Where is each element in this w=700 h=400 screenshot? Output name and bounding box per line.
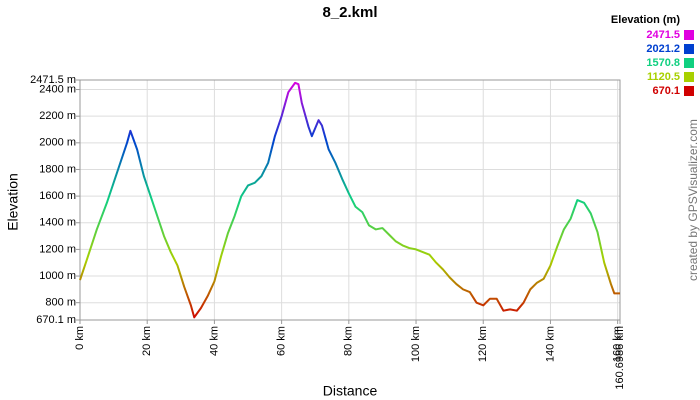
x-tick-label: 160 km — [612, 326, 624, 362]
y-tick-label: 800 m — [45, 297, 76, 309]
y-tick-label: 2000 m — [39, 137, 76, 149]
chart-title: 8_2.kml — [322, 4, 377, 21]
y-tick-label: 670.1 m — [36, 314, 76, 326]
legend-swatch — [684, 58, 694, 68]
x-axis-label: Distance — [323, 383, 378, 399]
x-tick-label: 60 km — [276, 326, 288, 356]
x-tick-label: 120 km — [477, 326, 489, 362]
x-tick-label: 40 km — [208, 326, 220, 356]
plot-frame — [79, 79, 621, 321]
legend-title: Elevation (m) — [611, 14, 680, 26]
legend-swatch — [684, 44, 694, 54]
x-tick-label: 20 km — [141, 326, 153, 356]
y-tick-label: 1400 m — [39, 217, 76, 229]
x-tick-label: 80 km — [343, 326, 355, 356]
x-tick-label: 100 km — [410, 326, 422, 362]
x-tick-label: 160.6986 km — [614, 326, 626, 390]
x-tick-label: 0 km — [74, 326, 86, 350]
y-tick-label: 1600 m — [39, 190, 76, 202]
legend-swatch — [684, 30, 694, 40]
elevation-line — [79, 81, 620, 319]
legend-swatch — [684, 86, 694, 96]
legend-label: 2471.5 — [646, 29, 680, 41]
credit: created by GPSVisualizer.com — [686, 119, 700, 281]
legend-label: 670.1 — [652, 85, 680, 97]
y-tick-label: 2200 m — [39, 110, 76, 122]
legend-label: 1570.8 — [646, 57, 680, 69]
y-tick-label: 1200 m — [39, 243, 76, 255]
y-tick-label: 2400 m — [39, 83, 76, 95]
x-tick-label: 140 km — [544, 326, 556, 362]
y-tick-label: 1000 m — [39, 270, 76, 282]
legend-label: 1120.5 — [647, 71, 680, 83]
legend-label: 2021.2 — [646, 43, 680, 55]
y-axis-label: Elevation — [5, 173, 21, 231]
y-tick-label: 1800 m — [39, 163, 76, 175]
legend-swatch — [684, 72, 694, 82]
y-tick-label: 2471.5 m — [30, 74, 76, 86]
